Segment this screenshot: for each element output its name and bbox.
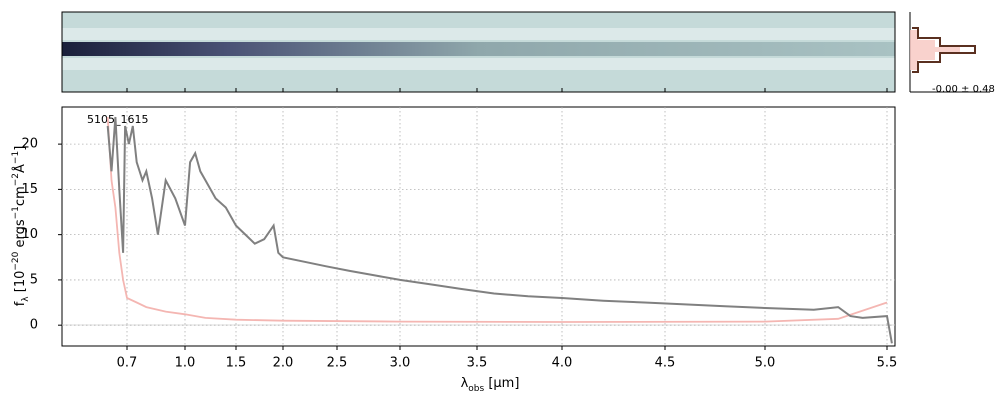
- x-tick-label: 2.0: [273, 356, 294, 371]
- y-tick-label: 0: [30, 318, 38, 333]
- label-part: −2: [11, 173, 21, 186]
- spectrum-2d: [61, 11, 896, 93]
- label-part: [μm]: [484, 376, 519, 391]
- label-part: λ: [21, 296, 31, 302]
- y-tick-label: 5: [30, 272, 38, 287]
- plot-frame: [61, 106, 896, 347]
- spectrum-line: [106, 116, 888, 323]
- x-tick-label: 1.5: [226, 356, 247, 371]
- stat-label: -0.00 ± 0.48: [932, 84, 995, 95]
- object-label: 5105_1615: [87, 113, 149, 126]
- label-part: λ: [461, 376, 469, 391]
- label-part: −1: [11, 206, 21, 219]
- spectrum-line: [106, 116, 893, 344]
- label-part: Å: [12, 164, 28, 173]
- y-tick-label: 10: [21, 227, 38, 242]
- y-axis-label: fλ [10−20 ergs−1cm−2Å−1]: [11, 146, 31, 307]
- x-axis-label: λobs [μm]: [461, 376, 520, 394]
- x-tick-label: 5.0: [755, 356, 776, 371]
- x-tick-label: 4.0: [552, 356, 573, 371]
- x-tick-label: 4.5: [655, 356, 676, 371]
- label-part: [10: [13, 271, 28, 297]
- y-tick-label: 15: [21, 182, 38, 197]
- label-part: −20: [11, 251, 21, 270]
- label-part: obs: [468, 384, 484, 394]
- label-part: ergs: [13, 219, 28, 251]
- label-part: ]: [13, 146, 28, 151]
- x-tick-label: 5.5: [877, 356, 898, 371]
- x-tick-label: 2.5: [327, 356, 348, 371]
- label-part: f: [13, 301, 28, 306]
- x-tick-label: 3.0: [390, 356, 411, 371]
- label-part: −1: [11, 151, 21, 164]
- label-part: cm: [13, 186, 28, 206]
- x-tick-label: 0.7: [117, 356, 138, 371]
- y-tick-label: 20: [21, 137, 38, 152]
- x-tick-label: 3.5: [467, 356, 488, 371]
- histogram-panel: -0.00 ± 0.48: [909, 12, 995, 95]
- x-tick-label: 1.0: [175, 356, 196, 371]
